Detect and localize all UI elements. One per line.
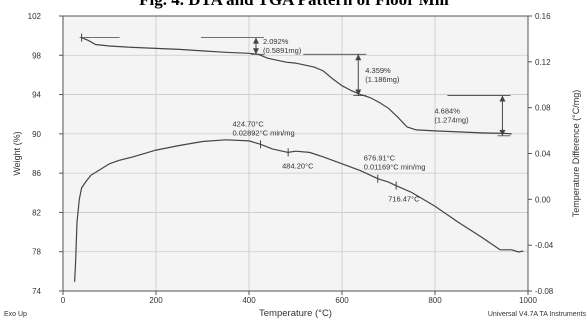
x-tick-label: 400 bbox=[242, 296, 256, 305]
y-right-tick-label: 0.00 bbox=[535, 195, 551, 204]
weight-loss-percent: 2.092% bbox=[263, 37, 289, 46]
x-tick-label: 1000 bbox=[519, 296, 537, 305]
figure-title: Fig. 4. DTA and TGA Pattern of Floor Mil… bbox=[0, 0, 588, 11]
corner-right-text: Universal V4.7A TA Instruments bbox=[488, 311, 587, 318]
y-left-tick-label: 98 bbox=[32, 51, 41, 60]
y-left-tick-label: 78 bbox=[32, 248, 41, 257]
y-right-tick-label: -0.04 bbox=[535, 241, 554, 250]
x-tick-label: 800 bbox=[428, 296, 442, 305]
dta-peak-temperature: 716.47°C bbox=[388, 195, 420, 204]
y-left-tick-label: 94 bbox=[32, 91, 41, 100]
y-right-tick-label: 0.08 bbox=[535, 104, 551, 113]
y-left-tick-label: 90 bbox=[32, 130, 41, 139]
arrow-head bbox=[252, 48, 259, 55]
y-right-tick-label: 0.12 bbox=[535, 58, 551, 67]
weight-loss-percent: 4.684% bbox=[434, 107, 460, 116]
y-left-tick-label: 74 bbox=[32, 287, 41, 296]
arrow-head bbox=[355, 54, 362, 61]
y-left-tick-label: 102 bbox=[28, 12, 42, 21]
y-right-tick-label: 0.04 bbox=[535, 150, 551, 159]
dta-peak-temperature: 676.91°C bbox=[364, 154, 396, 163]
y-right-tick-label: 0.16 bbox=[535, 12, 551, 21]
y-right-axis-label: Temperature Difference (°C/mg) bbox=[571, 90, 581, 217]
y-right-tick-label: -0.08 bbox=[535, 287, 554, 296]
x-tick-label: 600 bbox=[335, 296, 349, 305]
weight-loss-percent: 4.359% bbox=[365, 66, 391, 75]
x-tick-label: 0 bbox=[61, 296, 66, 305]
weight-loss-mass: (0.5891mg) bbox=[263, 46, 302, 55]
dta-peak-temperature: 484.20°C bbox=[282, 161, 314, 170]
x-tick-label: 200 bbox=[149, 296, 163, 305]
dta-curve bbox=[74, 139, 524, 282]
dta-peak-rate: 0.01169°C min/mg bbox=[364, 163, 426, 172]
y-left-tick-label: 82 bbox=[32, 208, 41, 217]
dta-peak-rate: 0.02892°C min/mg bbox=[232, 128, 294, 137]
dta-peak-temperature: 424.70°C bbox=[232, 119, 264, 128]
corner-left-text: Exo Up bbox=[4, 311, 27, 318]
arrow-head bbox=[252, 37, 259, 44]
tga-curve bbox=[81, 37, 512, 135]
weight-loss-mass: (1.186mg) bbox=[365, 75, 400, 84]
x-axis-label: Temperature (°C) bbox=[259, 308, 332, 319]
arrow-head bbox=[355, 89, 362, 96]
arrow-head bbox=[499, 95, 506, 102]
plot-area bbox=[63, 16, 528, 291]
weight-loss-mass: (1.274mg) bbox=[434, 116, 469, 125]
arrow-head bbox=[499, 129, 506, 136]
y-left-tick-label: 86 bbox=[32, 169, 41, 178]
y-left-axis-label: Weight (%) bbox=[12, 131, 22, 175]
